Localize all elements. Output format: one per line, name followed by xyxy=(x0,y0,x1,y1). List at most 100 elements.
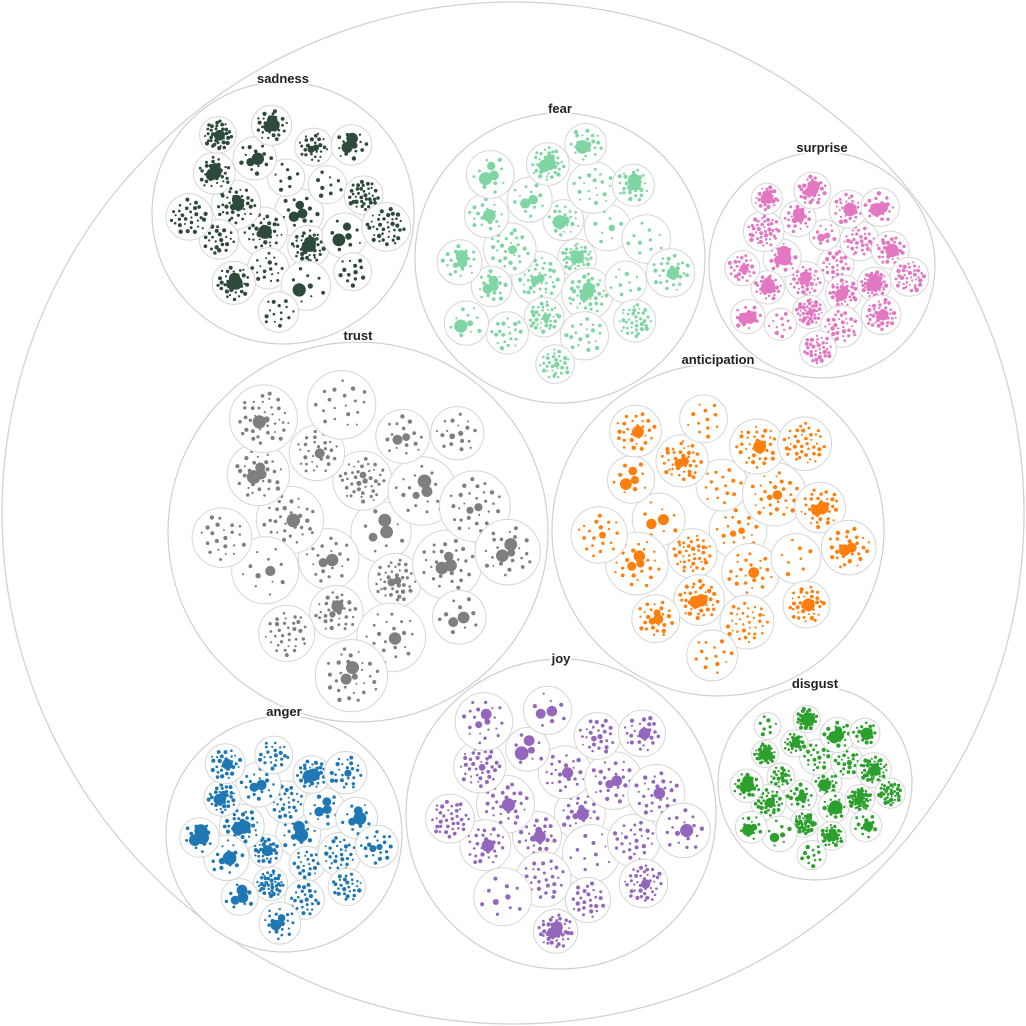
leaf-dot xyxy=(404,443,409,447)
leaf-dot xyxy=(774,722,778,725)
leaf-dot xyxy=(575,782,579,786)
leaf-dot xyxy=(848,197,851,200)
cluster-circle[interactable] xyxy=(777,416,833,472)
leaf-dot xyxy=(805,321,811,326)
leaf-dot xyxy=(330,231,335,235)
leaf-dot xyxy=(688,463,693,468)
leaf-dot xyxy=(769,430,772,433)
cluster-circle[interactable] xyxy=(454,692,514,751)
leaf-dot xyxy=(724,516,727,519)
leaf-dot xyxy=(751,793,755,797)
leaf-dot xyxy=(853,803,857,806)
cluster-circle[interactable] xyxy=(760,815,798,853)
cluster-circle[interactable] xyxy=(258,604,316,662)
leaf-dot xyxy=(794,819,799,824)
leaf-dot xyxy=(633,550,645,562)
leaf-dot xyxy=(729,265,733,269)
leaf-dot xyxy=(470,477,475,482)
leaf-dot xyxy=(332,456,337,461)
leaf-dot xyxy=(753,605,757,609)
cluster-circle[interactable] xyxy=(686,629,739,682)
cluster-circle[interactable] xyxy=(473,867,533,927)
leaf-dot xyxy=(760,195,764,199)
leaf-dot xyxy=(762,191,765,194)
leaf-dot xyxy=(308,863,311,866)
leaf-dot xyxy=(361,662,364,665)
leaf-dot xyxy=(345,132,349,137)
cluster-circle[interactable] xyxy=(191,507,253,568)
leaf-dot xyxy=(618,472,623,477)
leaf-dot xyxy=(763,233,769,238)
leaf-dot xyxy=(484,780,489,784)
leaf-dot xyxy=(880,250,885,254)
leaf-dot xyxy=(795,204,800,209)
cluster-circle[interactable] xyxy=(307,165,347,205)
cluster-circle[interactable] xyxy=(327,867,366,907)
leaf-dot xyxy=(639,626,644,631)
cluster-circle[interactable] xyxy=(430,406,485,461)
leaf-dot xyxy=(551,160,557,165)
leaf-dot xyxy=(211,758,216,763)
leaf-dot xyxy=(879,276,883,280)
leaf-dot xyxy=(802,850,808,856)
leaf-dot xyxy=(251,491,254,495)
leaf-dot xyxy=(532,290,536,294)
leaf-dot xyxy=(837,249,842,254)
leaf-dot xyxy=(264,162,269,167)
leaf-dot xyxy=(311,460,314,463)
cluster-circle[interactable] xyxy=(679,394,728,444)
leaf-dot xyxy=(296,620,301,624)
leaf-dot xyxy=(798,817,801,820)
cluster-circle[interactable] xyxy=(770,533,822,584)
leaf-dot xyxy=(388,230,391,233)
cluster-circle[interactable] xyxy=(314,639,388,713)
leaf-dot xyxy=(749,274,752,278)
leaf-dot xyxy=(598,279,602,282)
cluster-circle[interactable] xyxy=(267,158,306,197)
cluster-circle[interactable] xyxy=(621,214,672,264)
leaf-dot xyxy=(506,809,511,814)
leaf-dot xyxy=(270,406,273,409)
leaf-dot xyxy=(808,712,811,715)
leaf-dot xyxy=(391,218,394,221)
leaf-dot xyxy=(308,527,312,531)
cluster-circle[interactable] xyxy=(321,212,368,259)
leaf-dot xyxy=(408,585,411,588)
leaf-dot xyxy=(481,771,484,774)
leaf-dot xyxy=(831,504,835,509)
leaf-dot xyxy=(823,800,826,804)
cluster-circle[interactable] xyxy=(566,161,620,214)
leaf-dot xyxy=(555,277,560,282)
leaf-dot xyxy=(766,746,771,752)
leaf-dot xyxy=(378,213,381,216)
cluster-circle[interactable] xyxy=(231,536,300,605)
leaf-dot xyxy=(378,240,381,243)
cluster-circle[interactable] xyxy=(604,260,648,304)
cluster-circle[interactable] xyxy=(165,193,213,241)
leaf-dot xyxy=(837,289,841,293)
leaf-dot xyxy=(534,317,539,322)
leaf-dot xyxy=(674,458,684,469)
cluster-circle[interactable] xyxy=(607,813,661,868)
cluster-circle[interactable] xyxy=(763,307,797,341)
leaf-dot xyxy=(282,537,286,542)
leaf-dot xyxy=(895,252,900,256)
leaf-dot xyxy=(595,791,598,794)
leaf-dot xyxy=(299,839,304,844)
leaf-dot xyxy=(503,340,507,344)
leaf-dot xyxy=(256,779,267,791)
leaf-dot xyxy=(791,615,796,619)
leaf-dot xyxy=(224,131,229,136)
leaf-dot xyxy=(498,281,502,286)
leaf-dot xyxy=(500,167,504,171)
leaf-dot xyxy=(277,893,280,896)
cluster-circle[interactable] xyxy=(505,727,550,772)
leaf-dot xyxy=(632,234,636,238)
cluster-circle[interactable] xyxy=(753,712,782,741)
leaf-dot xyxy=(272,229,277,233)
leaf-dot xyxy=(548,917,553,922)
cluster-circle[interactable] xyxy=(799,330,837,368)
leaf-dot xyxy=(893,782,897,787)
leaf-dot xyxy=(817,233,825,242)
